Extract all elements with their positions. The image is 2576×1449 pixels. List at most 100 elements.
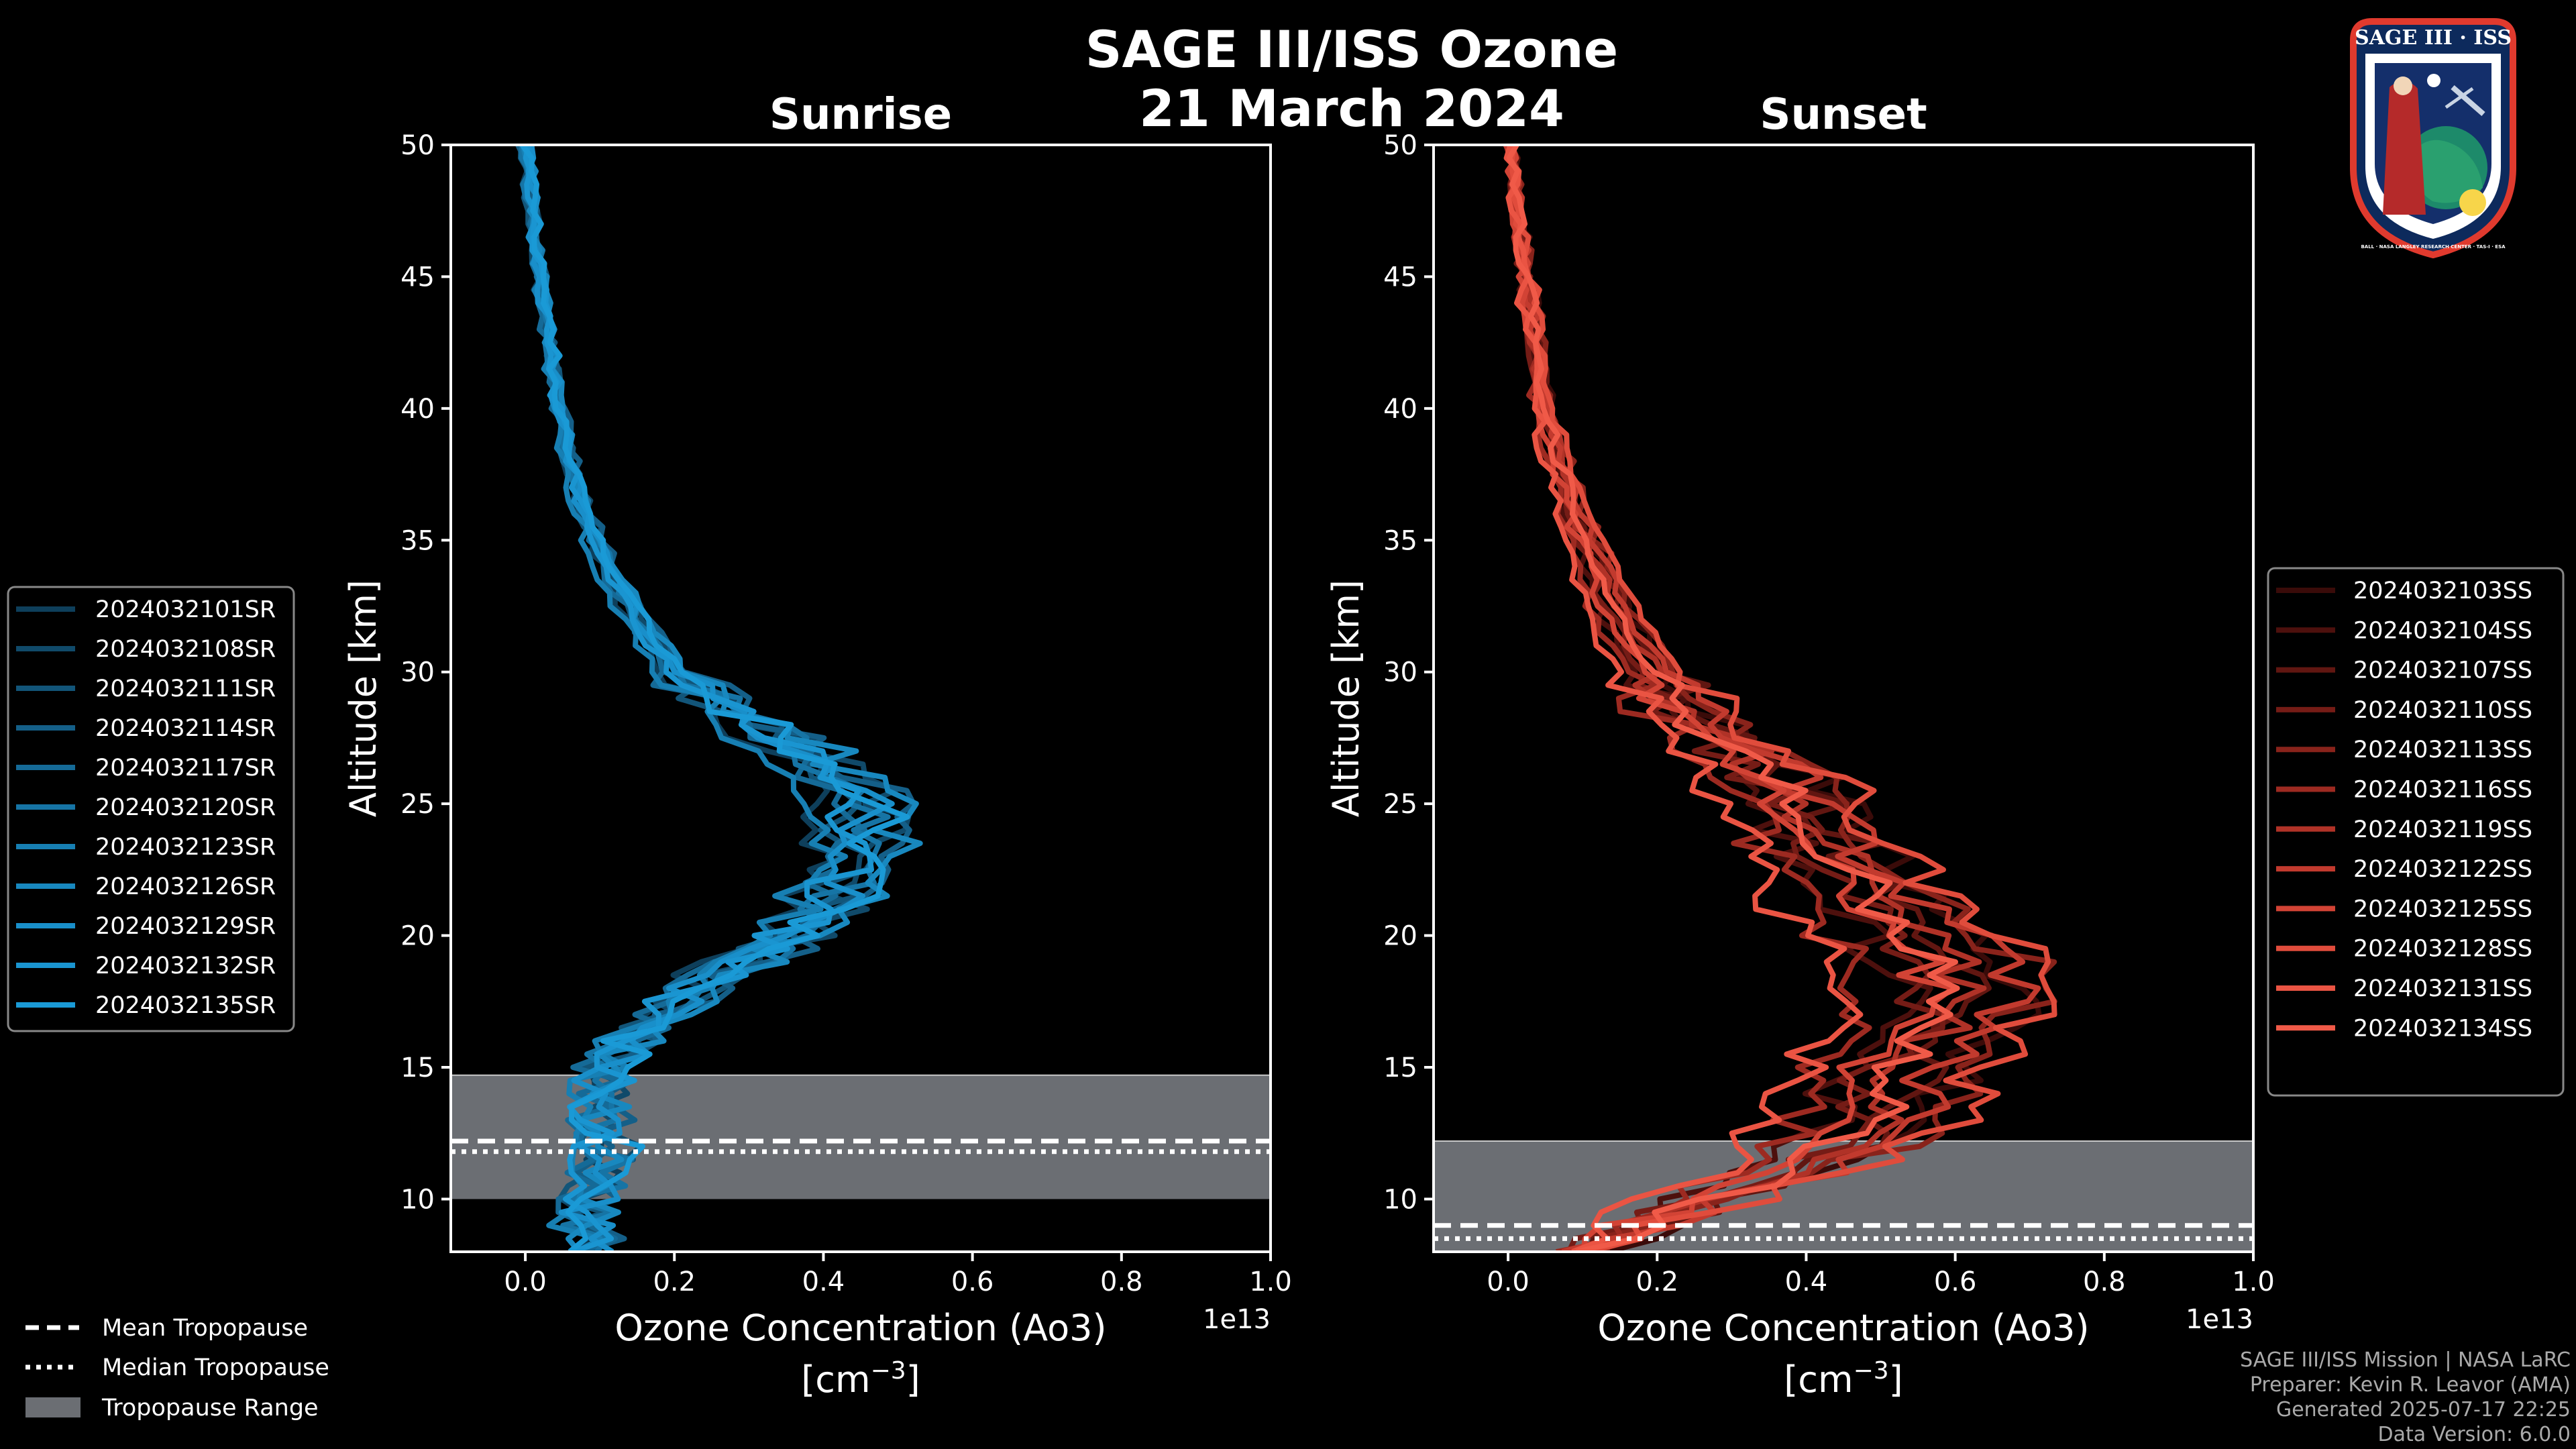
sunrise-legend-label-2024032132SR: 2024032132SR — [95, 953, 276, 979]
sunset-plot-frame — [1432, 144, 2255, 1253]
sunset-x-tick-label-0.2: 0.2 — [1635, 1267, 1678, 1297]
sunset-y-axis-label: Altitude [km] — [1325, 580, 1367, 817]
sage-iii-iss-mission-patch-logo: SAGE III · ISS BALL · NASA LANGLEY RESEA… — [2350, 18, 2516, 259]
sunrise-x-units-exp: −3 — [871, 1357, 906, 1385]
sunrise-y-tick-label-20: 20 — [400, 921, 435, 952]
sunset-y-tick-label-50: 50 — [1383, 130, 1417, 161]
sunrise-x-tick-label-0.0: 0.0 — [504, 1267, 547, 1297]
sunset-y-tick-label-25: 25 — [1383, 789, 1417, 820]
sunset-x-tick-label-1.0: 1.0 — [2232, 1267, 2275, 1297]
sunrise-x-axis-units: [cm−3] — [801, 1357, 920, 1401]
tropopause-range-label: Tropopause Range — [101, 1395, 319, 1421]
sunrise-legend-label-2024032111SR: 2024032111SR — [95, 676, 276, 702]
mean-tropopause-label: Mean Tropopause — [102, 1315, 308, 1342]
sunrise-x-tick-label-0.2: 0.2 — [653, 1267, 696, 1297]
sunset-x-tick-label-0.6: 0.6 — [1934, 1267, 1977, 1297]
sunrise-x-units-base: [cm — [801, 1358, 870, 1401]
sunrise-legend-label-2024032120SR: 2024032120SR — [95, 794, 276, 821]
satellite-icon — [2451, 85, 2485, 117]
sunrise-x-tick-label-0.8: 0.8 — [1100, 1267, 1143, 1297]
sunrise-legend-label-2024032123SR: 2024032123SR — [95, 834, 276, 861]
sunset-x-tick-label-0.8: 0.8 — [2083, 1267, 2126, 1297]
logo-ring-text: BALL · NASA LANGLEY RESEARCH CENTER · TA… — [2361, 244, 2506, 250]
sunset-x-scale-label: 1e13 — [2186, 1304, 2253, 1335]
sunset-profile-line-2024032104SS — [1507, 145, 1933, 1252]
sunrise-legend-label-2024032129SR: 2024032129SR — [95, 913, 276, 940]
sunset-profile-line-2024032122SS — [1503, 145, 2041, 1252]
sunrise-x-scale-label: 1e13 — [1203, 1304, 1271, 1335]
footer-line4: Data Version: 6.0.0 — [2378, 1423, 2571, 1446]
sunrise-legend-label-2024032114SR: 2024032114SR — [95, 715, 276, 742]
footer-line1: SAGE III/ISS Mission | NASA LaRC — [2240, 1348, 2571, 1372]
sunrise-legend-label-2024032135SR: 2024032135SR — [95, 992, 276, 1019]
sunset-y-tick-label-45: 45 — [1383, 262, 1417, 292]
sunset-y-tick-label-15: 15 — [1383, 1053, 1417, 1083]
sunrise-y-tick-label-10: 10 — [400, 1184, 435, 1215]
sunrise-legend-label-2024032117SR: 2024032117SR — [95, 755, 276, 782]
sunset-legend-label-2024032113SS: 2024032113SS — [2353, 737, 2532, 763]
sun-icon — [2459, 189, 2486, 216]
sunset-y-tick-label-40: 40 — [1383, 394, 1417, 425]
sunset-x-units-close: ] — [1889, 1358, 1903, 1401]
sunrise-x-tick-label-1.0: 1.0 — [1249, 1267, 1292, 1297]
sunset-legend-label-2024032103SS: 2024032103SS — [2353, 578, 2532, 604]
sunrise-x-tick-label-0.6: 0.6 — [951, 1267, 994, 1297]
sunrise-x-axis-label: Ozone Concentration (Ao3) — [614, 1307, 1106, 1349]
sunset-x-units-exp: −3 — [1854, 1357, 1889, 1385]
sunset-legend-label-2024032119SS: 2024032119SS — [2353, 816, 2532, 843]
sunrise-legend-label-2024032126SR: 2024032126SR — [95, 873, 276, 900]
sunrise-legend-label-2024032108SR: 2024032108SR — [95, 636, 276, 663]
tropopause-legend: Mean Tropopause Median Tropopause Tropop… — [25, 1315, 329, 1421]
sunset-title: Sunset — [1760, 90, 1927, 140]
sunset-y-tick-label-35: 35 — [1383, 525, 1417, 556]
sunset-y-tick-label-10: 10 — [1383, 1184, 1417, 1215]
sunset-y-tick-label-30: 30 — [1383, 657, 1417, 688]
median-tropopause-label: Median Tropopause — [102, 1354, 329, 1381]
sunrise-y-tick-label-15: 15 — [400, 1053, 435, 1083]
sunset-legend-box — [2267, 567, 2565, 1097]
sunrise-y-tick-label-45: 45 — [400, 262, 435, 292]
sunset-profile-line-2024032131SS — [1503, 145, 1864, 1252]
sunrise-y-tick-label-25: 25 — [400, 789, 435, 820]
sunset-legend: 2024032103SS 2024032104SS 2024032107SS 2024… — [2267, 567, 2565, 1097]
logo-title: SAGE III · ISS — [2355, 26, 2512, 50]
footer: SAGE III/ISS Mission | NASA LaRC Prepare… — [2240, 1348, 2571, 1446]
sunset-legend-label-2024032134SS: 2024032134SS — [2353, 1015, 2532, 1042]
sunrise-y-tick-label-30: 30 — [400, 657, 435, 688]
sunrise-panel: Sunrise 10 15 20 25 30 35 40 45 50 0.0 0.2 0.4 0.6 0… — [342, 90, 1292, 1401]
astronomer-figure-icon — [2394, 76, 2412, 95]
sunrise-profile-line-2024032132SR — [523, 145, 874, 1252]
sunrise-legend: 2024032101SR 2024032108SR 2024032111SR 2024… — [7, 586, 295, 1032]
sunrise-title: Sunrise — [769, 90, 952, 140]
sunset-x-tick-label-0.4: 0.4 — [1785, 1267, 1828, 1297]
sunset-profile-line-2024032134SS — [1506, 145, 1960, 1252]
footer-line3: Generated 2025-07-17 22:25 — [2276, 1398, 2571, 1421]
sunrise-x-tick-label-0.4: 0.4 — [802, 1267, 845, 1297]
sunset-x-units-base: [cm — [1784, 1358, 1853, 1401]
sunrise-profile-line-2024032135SR — [520, 145, 910, 1252]
sunset-x-axis-label: Ozone Concentration (Ao3) — [1597, 1307, 2089, 1349]
sunrise-plot-frame — [449, 144, 1272, 1253]
sunrise-y-tick-label-35: 35 — [400, 525, 435, 556]
sunset-x-tick-label-0.0: 0.0 — [1487, 1267, 1529, 1297]
sunset-legend-label-2024032125SS: 2024032125SS — [2353, 896, 2532, 922]
figure-title-line1: SAGE III/ISS Ozone — [1085, 19, 1618, 79]
sunset-x-axis-units: [cm−3] — [1784, 1357, 1903, 1401]
figure-title-line2: 21 March 2024 — [1139, 78, 1564, 138]
sunset-legend-label-2024032104SS: 2024032104SS — [2353, 617, 2532, 644]
sunset-y-tick-label-20: 20 — [1383, 921, 1417, 952]
sunset-legend-label-2024032107SS: 2024032107SS — [2353, 657, 2532, 684]
sunrise-y-tick-label-40: 40 — [400, 394, 435, 425]
sunrise-legend-label-2024032101SR: 2024032101SR — [95, 596, 276, 623]
footer-line2: Preparer: Kevin R. Leavor (AMA) — [2250, 1373, 2571, 1397]
tropopause-range-swatch — [25, 1397, 80, 1417]
sunrise-x-units-close: ] — [906, 1358, 920, 1401]
sunset-profile-line-2024032128SS — [1509, 145, 2057, 1252]
sunrise-y-tick-label-50: 50 — [400, 130, 435, 161]
sunset-legend-label-2024032128SS: 2024032128SS — [2353, 936, 2532, 963]
sunset-legend-label-2024032116SS: 2024032116SS — [2353, 777, 2532, 804]
sunset-legend-label-2024032122SS: 2024032122SS — [2353, 856, 2532, 883]
sunset-legend-label-2024032110SS: 2024032110SS — [2353, 697, 2532, 724]
sunrise-legend-box — [7, 586, 295, 1032]
